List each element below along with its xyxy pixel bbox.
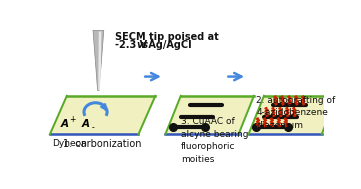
Text: 2. autografting of
4-azidobenzene
diazonium: 2. autografting of 4-azidobenzene diazon… (256, 96, 335, 130)
Text: +: + (70, 115, 76, 124)
Text: A: A (60, 119, 68, 129)
Text: -: - (91, 123, 94, 132)
Text: Dyneon: Dyneon (52, 139, 87, 148)
Polygon shape (93, 30, 104, 91)
Text: 3. CuAAC of
alcyne bearing
fluorophoric
moities: 3. CuAAC of alcyne bearing fluorophoric … (181, 117, 248, 163)
Polygon shape (165, 96, 254, 134)
Text: Ag/AgCl: Ag/AgCl (145, 40, 191, 50)
Text: 1. carbonization: 1. carbonization (64, 139, 142, 149)
Text: SECM tip poised at: SECM tip poised at (115, 32, 219, 42)
Text: A: A (82, 119, 90, 129)
Text: vs: vs (137, 40, 149, 50)
Text: -2.3 V: -2.3 V (115, 40, 151, 50)
Polygon shape (248, 96, 337, 134)
Polygon shape (50, 96, 155, 134)
